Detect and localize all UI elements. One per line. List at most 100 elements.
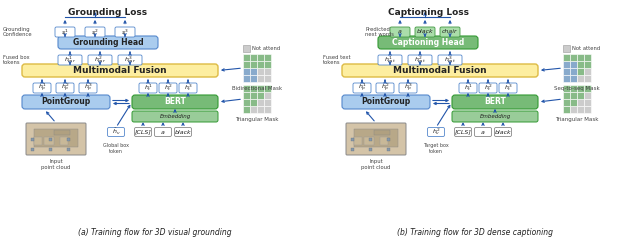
Text: black: black [417, 29, 433, 35]
Bar [577, 68, 584, 75]
Text: Bidirectional Mask: Bidirectional Mask [232, 86, 282, 91]
Text: chair: chair [442, 29, 458, 35]
Text: a: a [161, 130, 165, 135]
Bar [570, 85, 577, 92]
Bar [584, 54, 591, 61]
Text: Not attend: Not attend [252, 47, 280, 51]
Bar [577, 75, 584, 82]
Text: Triangular Mask: Triangular Mask [236, 117, 279, 122]
Text: BERT: BERT [484, 98, 506, 107]
Bar [563, 75, 570, 82]
Bar [250, 99, 257, 106]
Text: Seq-to-seq Mask: Seq-to-seq Mask [554, 86, 600, 91]
Text: Embedding: Embedding [479, 114, 511, 119]
Bar [369, 138, 372, 141]
Bar [250, 92, 257, 99]
FancyBboxPatch shape [408, 55, 432, 65]
Bar [243, 61, 250, 68]
Bar [364, 137, 374, 145]
FancyBboxPatch shape [55, 27, 75, 37]
Bar [351, 138, 354, 141]
Bar [584, 75, 591, 82]
FancyBboxPatch shape [22, 64, 218, 77]
FancyBboxPatch shape [88, 55, 112, 65]
Text: $h_{mt}^2$: $h_{mt}^2$ [414, 55, 426, 65]
Bar [570, 54, 577, 61]
Text: $h_{mt}^1$: $h_{mt}^1$ [384, 55, 396, 65]
Text: BERT: BERT [164, 98, 186, 107]
Bar [584, 85, 591, 92]
FancyBboxPatch shape [175, 127, 191, 136]
Bar [31, 148, 34, 151]
Text: [CLS]: [CLS] [134, 130, 152, 135]
Text: $h_v^2$: $h_v^2$ [431, 127, 440, 137]
Bar [54, 130, 70, 135]
FancyBboxPatch shape [452, 111, 538, 122]
Bar [577, 54, 584, 61]
FancyBboxPatch shape [346, 123, 406, 155]
Bar [243, 45, 250, 52]
Text: Global box
token: Global box token [103, 143, 129, 154]
Bar [387, 138, 390, 141]
Bar [264, 85, 271, 92]
Bar [264, 75, 271, 82]
Text: $h_p^1$: $h_p^1$ [358, 82, 366, 94]
Bar [243, 75, 250, 82]
Bar [250, 54, 257, 61]
FancyBboxPatch shape [159, 83, 177, 93]
FancyBboxPatch shape [108, 127, 125, 136]
Bar [563, 99, 570, 106]
FancyBboxPatch shape [342, 95, 430, 109]
Bar [369, 148, 372, 151]
Bar [351, 148, 354, 151]
FancyBboxPatch shape [58, 55, 82, 65]
Text: $h_p^3$: $h_p^3$ [84, 82, 92, 94]
Text: $h_{mr}^1$: $h_{mr}^1$ [64, 55, 76, 65]
Bar [570, 68, 577, 75]
Bar [563, 92, 570, 99]
Text: [CLS]: [CLS] [454, 130, 472, 135]
Text: $h_t^2$: $h_t^2$ [164, 83, 172, 93]
Bar [563, 54, 570, 61]
Text: $h_p^1$: $h_p^1$ [38, 82, 46, 94]
Text: Not attend: Not attend [572, 47, 600, 51]
Text: Predicted
next words: Predicted next words [365, 27, 394, 37]
FancyBboxPatch shape [459, 83, 477, 93]
Bar [250, 85, 257, 92]
Text: $\bar{h}_v$: $\bar{h}_v$ [111, 127, 120, 137]
Bar [264, 61, 271, 68]
FancyBboxPatch shape [474, 127, 492, 136]
FancyBboxPatch shape [479, 83, 497, 93]
Text: $h_{mt}^3$: $h_{mt}^3$ [444, 55, 456, 65]
Text: $h_p^2$: $h_p^2$ [61, 82, 69, 94]
Bar [49, 148, 52, 151]
FancyBboxPatch shape [79, 83, 97, 93]
Bar [584, 68, 591, 75]
Text: PointGroup: PointGroup [42, 98, 91, 107]
Bar [250, 61, 257, 68]
FancyBboxPatch shape [499, 83, 517, 93]
Bar [577, 92, 584, 99]
Bar [243, 68, 250, 75]
FancyBboxPatch shape [22, 95, 110, 109]
FancyBboxPatch shape [118, 55, 142, 65]
Bar [243, 106, 250, 113]
Text: Fused box
tokens: Fused box tokens [3, 55, 29, 65]
Bar [563, 85, 570, 92]
Bar [257, 75, 264, 82]
Bar [257, 106, 264, 113]
Bar [577, 106, 584, 113]
FancyBboxPatch shape [115, 27, 135, 37]
Bar [264, 106, 271, 113]
Bar [577, 99, 584, 106]
Bar [380, 137, 388, 145]
Bar [250, 75, 257, 82]
Bar [584, 99, 591, 106]
Bar [243, 54, 250, 61]
Bar [570, 106, 577, 113]
FancyBboxPatch shape [353, 83, 371, 93]
Text: a: a [481, 130, 485, 135]
Text: $h_p^3$: $h_p^3$ [404, 82, 412, 94]
Text: $h_{mr}^3$: $h_{mr}^3$ [124, 55, 136, 65]
FancyBboxPatch shape [26, 123, 86, 155]
